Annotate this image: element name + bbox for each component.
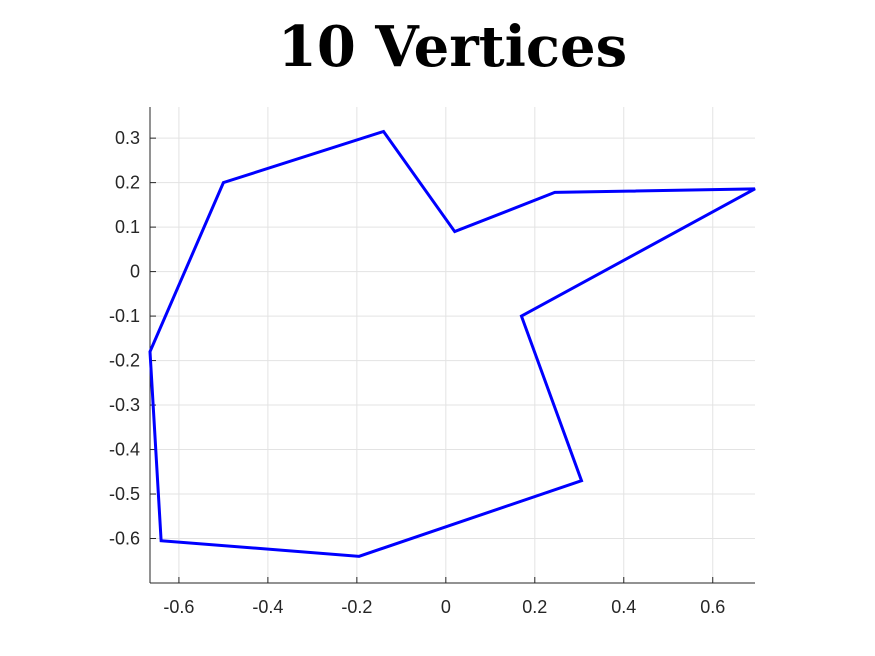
y-tick-label: -0.4: [109, 440, 140, 460]
y-tick-label: -0.2: [109, 351, 140, 371]
x-tick-label: 0.6: [700, 597, 725, 617]
x-tick-labels: -0.6 -0.4 -0.2 0 0.2 0.4 0.6: [163, 597, 725, 617]
x-tick-label: -0.2: [341, 597, 372, 617]
y-tick-label: 0.1: [115, 217, 140, 237]
x-tick-label: -0.6: [163, 597, 194, 617]
polygon-series-line: [148, 129, 756, 558]
chart-title: 10 Vertices: [277, 14, 628, 80]
y-tick-label: 0.3: [115, 128, 140, 148]
y-tick-label: -0.5: [109, 484, 140, 504]
x-tick-label: 0.4: [611, 597, 636, 617]
series-layer: [148, 129, 756, 558]
y-tick-label: 0.2: [115, 173, 140, 193]
y-tick-label: -0.3: [109, 395, 140, 415]
x-tick-label: 0.2: [522, 597, 547, 617]
y-tick-label: -0.1: [109, 306, 140, 326]
x-tick-label: -0.4: [252, 597, 283, 617]
x-tick-label: 0: [441, 597, 451, 617]
y-tick-label: 0: [130, 262, 140, 282]
axes: [149, 107, 755, 584]
y-tick-label: -0.6: [109, 529, 140, 549]
y-tick-labels: 0.3 0.2 0.1 0 -0.1 -0.2 -0.3 -0.4 -0.5 -0.6: [109, 128, 140, 548]
